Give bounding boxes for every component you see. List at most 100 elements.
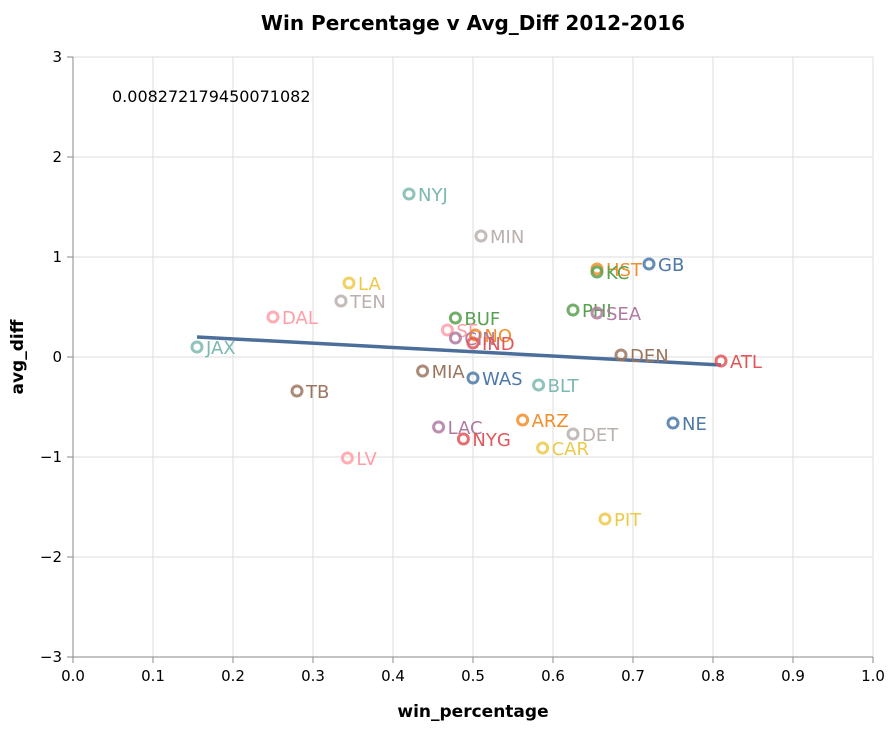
point-label: TEN — [349, 292, 386, 313]
point-label: MIN — [490, 227, 524, 248]
data-point — [402, 187, 416, 201]
data-point-group: LV — [340, 449, 377, 470]
data-point — [532, 378, 546, 392]
data-point-group: MIN — [474, 227, 524, 248]
data-point — [614, 348, 628, 362]
point-label: HST — [606, 260, 643, 281]
y-axis-title: avg_diff — [8, 319, 28, 394]
data-point — [466, 371, 480, 385]
data-point — [516, 413, 530, 427]
data-point-group: IND — [466, 334, 515, 355]
point-label: PIT — [614, 510, 642, 531]
data-point-group: NYG — [456, 430, 511, 451]
point-label: LAC — [448, 418, 483, 439]
y-tick-label: 2 — [52, 148, 62, 166]
data-point-group: ATL — [714, 352, 762, 373]
data-point — [448, 331, 462, 345]
x-axis-title: win_percentage — [397, 702, 548, 722]
data-point-group: GB — [642, 255, 684, 276]
data-point-group: DAL — [266, 308, 318, 329]
data-point — [466, 336, 480, 350]
point-label: DAL — [282, 308, 318, 329]
y-tick-label: −1 — [40, 448, 62, 466]
point-label: BLT — [548, 376, 580, 397]
data-point-group: DET — [566, 425, 619, 446]
data-point — [290, 384, 304, 398]
data-point-group: PHI — [566, 301, 612, 322]
data-point-group: DEN — [614, 346, 669, 367]
x-tick-label: 0.0 — [61, 667, 85, 685]
data-point — [590, 306, 604, 320]
axes: 0.0 0.1 0.2 0.3 0.4 0.5 0.6 0.7 0.8 0.9 1.0 −3 −2 −1 0… — [40, 48, 885, 685]
data-point — [666, 416, 680, 430]
point-label: CIN — [464, 329, 495, 350]
data-point — [598, 512, 612, 526]
x-tick-label: 0.1 — [141, 667, 165, 685]
data-point-group: CAR — [536, 439, 589, 460]
data-point — [448, 311, 462, 325]
point-label: ATL — [730, 352, 762, 373]
data-point-group: LAC — [432, 418, 483, 439]
data-point — [456, 432, 470, 446]
data-point-group: BLT — [532, 376, 580, 397]
point-label: TB — [305, 382, 329, 403]
data-point — [342, 276, 356, 290]
data-point — [416, 364, 430, 378]
data-point — [334, 294, 348, 308]
x-tick-label: 0.9 — [781, 667, 805, 685]
x-tick-label: 0.5 — [461, 667, 485, 685]
y-tick-label: 1 — [52, 248, 62, 266]
data-point-group: TB — [290, 382, 329, 403]
annotation-value: 0.008272179450071082 — [112, 87, 311, 106]
point-label: WAS — [482, 369, 523, 390]
point-label: DET — [582, 425, 619, 446]
data-point-group: TEN — [334, 292, 386, 313]
data-point-group: WAS — [466, 369, 523, 390]
y-tick-label: −3 — [40, 648, 62, 666]
point-label: NYJ — [418, 185, 448, 206]
point-label: BUF — [464, 309, 500, 330]
data-point — [714, 354, 728, 368]
data-point — [642, 257, 656, 271]
point-label: CAR — [552, 439, 589, 460]
point-label: NE — [682, 414, 707, 435]
data-point-group: CIN — [448, 329, 496, 350]
x-tick-label: 0.6 — [541, 667, 565, 685]
point-label: GB — [658, 255, 684, 276]
x-tick-label: 0.2 — [221, 667, 245, 685]
data-point-group: KC — [590, 263, 629, 284]
y-tick-label: 3 — [52, 48, 62, 66]
data-point — [566, 427, 580, 441]
data-point — [340, 451, 354, 465]
x-tick-label: 1.0 — [861, 667, 885, 685]
x-tick-label: 0.7 — [621, 667, 645, 685]
y-tick-label: 0 — [52, 348, 62, 366]
point-label: LA — [358, 274, 381, 295]
point-label: NYG — [472, 430, 510, 451]
data-point — [474, 229, 488, 243]
point-label: ARZ — [532, 411, 569, 432]
x-tick-label: 0.4 — [381, 667, 405, 685]
data-point-group: LA — [342, 274, 381, 295]
point-label: SEA — [606, 304, 642, 325]
data-point-group: PIT — [598, 510, 642, 531]
data-point — [566, 303, 580, 317]
data-point-group: NE — [666, 414, 707, 435]
data-point-group: JAX — [190, 338, 236, 359]
point-label: IND — [482, 334, 515, 355]
chart-title: Win Percentage v Avg_Diff 2012-2016 — [261, 11, 685, 35]
data-point — [536, 441, 550, 455]
point-label: PHI — [582, 301, 612, 322]
y-tick-label: −2 — [40, 548, 62, 566]
data-point — [266, 310, 280, 324]
x-tick-label: 0.3 — [301, 667, 325, 685]
point-label: MIA — [432, 362, 466, 383]
point-label: KC — [606, 263, 629, 284]
data-point — [590, 265, 604, 279]
data-point-group: BUF — [448, 309, 500, 330]
data-point — [432, 420, 446, 434]
data-point-group: SEA — [590, 304, 642, 325]
data-point — [440, 323, 454, 337]
